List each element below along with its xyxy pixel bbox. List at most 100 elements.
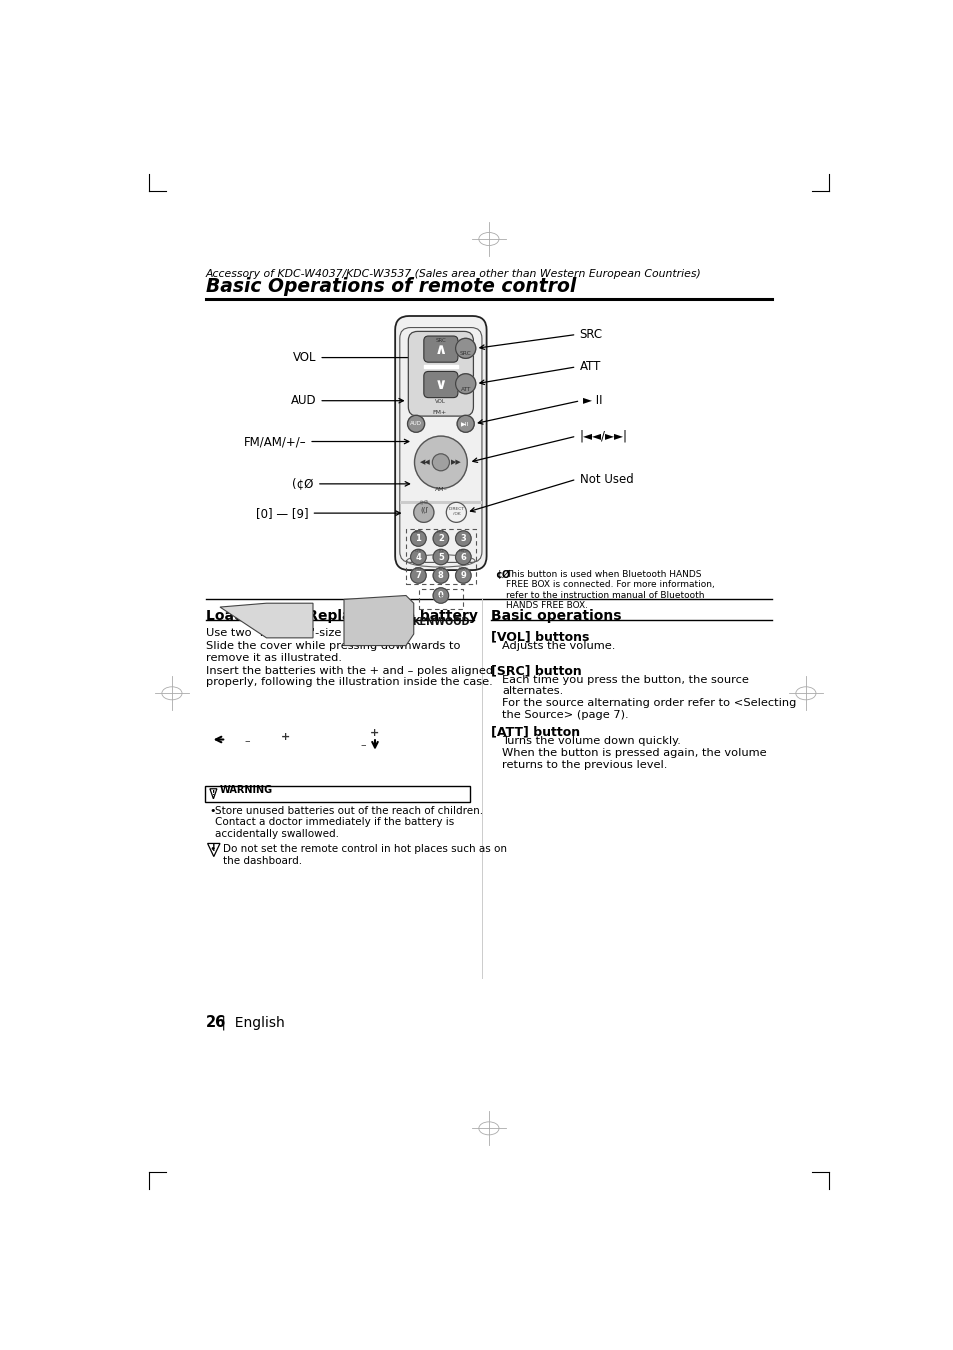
Text: –: –: [360, 740, 366, 749]
Text: WXY: WXY: [458, 567, 468, 571]
Text: SRC: SRC: [459, 351, 471, 356]
Text: GHI: GHI: [415, 548, 421, 552]
Text: Each time you press the button, the source
alternates.
For the source alternatin: Each time you press the button, the sour…: [501, 675, 796, 720]
Text: [0] — [9]: [0] — [9]: [255, 506, 308, 520]
FancyBboxPatch shape: [399, 501, 481, 504]
FancyBboxPatch shape: [205, 787, 470, 802]
Circle shape: [433, 531, 448, 547]
Text: ► II: ► II: [583, 394, 602, 408]
Circle shape: [414, 502, 434, 522]
Circle shape: [456, 374, 476, 394]
Circle shape: [446, 502, 466, 522]
Text: MNO: MNO: [458, 548, 468, 552]
Text: 6: 6: [460, 552, 466, 562]
Text: FM/AM/+/–: FM/AM/+/–: [243, 435, 306, 448]
Circle shape: [410, 568, 426, 583]
Text: 1: 1: [415, 535, 421, 543]
Text: FM+: FM+: [432, 410, 446, 414]
Text: AUD: AUD: [290, 394, 315, 408]
Text: Adjusts the volume.: Adjusts the volume.: [501, 641, 615, 651]
Text: Slide the cover while pressing downwards to
remove it as illustrated.: Slide the cover while pressing downwards…: [206, 641, 460, 663]
Text: |◄◄/►►|: |◄◄/►►|: [579, 429, 627, 443]
Text: This button is used when Bluetooth HANDS
FREE BOX is connected. For more informa: This button is used when Bluetooth HANDS…: [505, 570, 714, 610]
Text: PRE: PRE: [414, 567, 422, 571]
Text: ∧: ∧: [435, 342, 447, 356]
Text: 0: 0: [437, 591, 443, 599]
Text: JKL: JKL: [437, 548, 443, 552]
Text: 4: 4: [415, 552, 421, 562]
Text: Do not set the remote control in hot places such as on
the dashboard.: Do not set the remote control in hot pla…: [223, 844, 507, 865]
FancyBboxPatch shape: [423, 371, 457, 398]
Text: !: !: [212, 844, 215, 853]
Text: ¢Ø: ¢Ø: [495, 570, 510, 580]
Text: Turns the volume down quickly.
When the button is pressed again, the volume
retu: Turns the volume down quickly. When the …: [501, 736, 766, 769]
Circle shape: [456, 568, 471, 583]
Circle shape: [415, 436, 467, 489]
Text: 26: 26: [206, 1015, 226, 1030]
Text: 8: 8: [437, 571, 443, 580]
Text: •: •: [209, 806, 215, 815]
Circle shape: [407, 416, 424, 432]
Text: –: –: [244, 736, 250, 747]
Text: (¢Ø: (¢Ø: [419, 500, 428, 505]
Text: 5: 5: [437, 552, 443, 562]
Text: Basic operations: Basic operations: [491, 609, 621, 622]
Text: |  English: | English: [216, 1015, 284, 1030]
Text: ◀◀: ◀◀: [419, 459, 431, 466]
Text: SRC: SRC: [435, 338, 446, 343]
FancyBboxPatch shape: [395, 316, 486, 570]
Text: Accessory of KDC-W4037/KDC-W3537 (Sales area other than Western European Countri: Accessory of KDC-W4037/KDC-W3537 (Sales …: [206, 269, 701, 279]
Text: 2: 2: [437, 535, 443, 543]
Text: ATT: ATT: [460, 386, 471, 391]
Text: WARNING: WARNING: [220, 786, 273, 795]
Text: VOL: VOL: [435, 400, 446, 404]
Text: (¢Ø: (¢Ø: [292, 478, 314, 490]
Circle shape: [410, 549, 426, 564]
Text: Store unused batteries out of the reach of children.
Contact a doctor immediatel: Store unused batteries out of the reach …: [215, 806, 483, 838]
Text: ▶II: ▶II: [461, 421, 470, 427]
Text: ATT: ATT: [579, 360, 600, 374]
Text: OZ: OZ: [437, 595, 443, 599]
Text: AUD: AUD: [410, 421, 421, 427]
Text: ▶▶: ▶▶: [451, 459, 461, 466]
Text: Basic Operations of remote control: Basic Operations of remote control: [206, 277, 576, 296]
Text: [VOL] buttons: [VOL] buttons: [491, 630, 589, 643]
Text: [ATT] button: [ATT] button: [491, 726, 579, 738]
Circle shape: [456, 531, 471, 547]
Text: DIRECT: DIRECT: [448, 506, 464, 510]
Text: SRC: SRC: [579, 328, 602, 342]
Text: +: +: [370, 729, 379, 738]
Text: ∨: ∨: [435, 377, 447, 392]
FancyBboxPatch shape: [423, 336, 457, 362]
Text: ABC: ABC: [414, 531, 422, 535]
Circle shape: [456, 339, 476, 358]
Text: Loading and Replacing the battery: Loading and Replacing the battery: [206, 609, 477, 622]
Circle shape: [432, 454, 449, 471]
Text: KENWOOD: KENWOOD: [412, 617, 469, 628]
Text: /OK: /OK: [452, 512, 459, 516]
Text: Not Used: Not Used: [579, 472, 633, 486]
Text: +: +: [281, 732, 291, 742]
Text: VOL: VOL: [293, 351, 315, 364]
Text: [SRC] button: [SRC] button: [491, 664, 581, 678]
Text: !: !: [212, 790, 214, 796]
Polygon shape: [344, 595, 414, 645]
Text: •: •: [209, 844, 215, 855]
Text: ((ʃ: ((ʃ: [419, 506, 427, 513]
Circle shape: [456, 549, 471, 564]
Circle shape: [433, 587, 448, 603]
Text: 9: 9: [460, 571, 466, 580]
Text: TUV: TUV: [436, 567, 445, 571]
Circle shape: [433, 568, 448, 583]
Text: AM–: AM–: [434, 487, 447, 491]
FancyBboxPatch shape: [408, 331, 473, 416]
Text: 3: 3: [460, 535, 466, 543]
Text: Use two "AA"/ "R6"-size batteries.: Use two "AA"/ "R6"-size batteries.: [206, 628, 399, 637]
Polygon shape: [220, 603, 313, 637]
Circle shape: [410, 531, 426, 547]
Circle shape: [456, 416, 474, 432]
Text: DEF: DEF: [436, 531, 444, 535]
Text: 7: 7: [416, 571, 421, 580]
Text: Insert the batteries with the + and – poles aligned
properly, following the illu: Insert the batteries with the + and – po…: [206, 666, 493, 687]
Circle shape: [433, 549, 448, 564]
